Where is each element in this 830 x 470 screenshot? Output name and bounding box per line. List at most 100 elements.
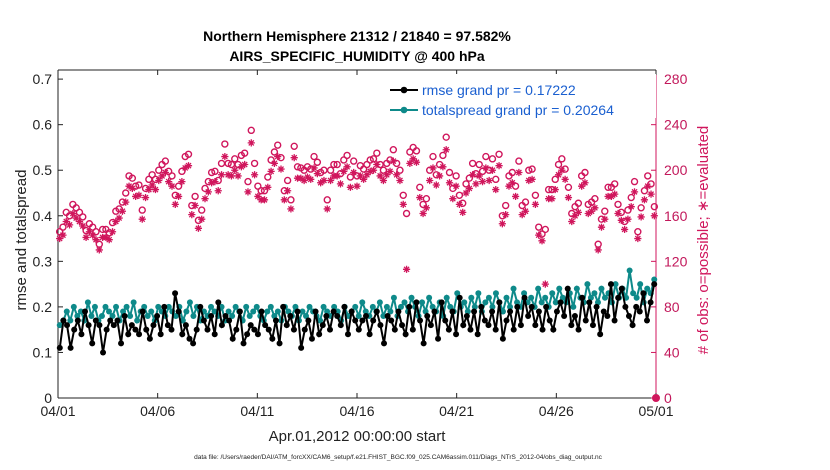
obs-possible-point [531, 191, 540, 199]
spread-point [148, 308, 155, 315]
obs-evaluated-point [574, 208, 582, 216]
obs-evaluated-point [85, 228, 93, 236]
rmse-point [471, 308, 478, 315]
obs-evaluated-point [614, 209, 622, 218]
rmse-point [499, 335, 506, 342]
rmse-point [532, 322, 539, 329]
obs-evaluated-point [250, 171, 259, 179]
obs-possible-point [122, 189, 130, 197]
rmse-point [604, 313, 611, 319]
obs-possible-point [224, 159, 232, 168]
obs-possible-point [155, 166, 163, 174]
obs-evaluated-point [158, 172, 166, 180]
spread-point [637, 281, 644, 288]
rmse-point [251, 326, 258, 333]
rmse-point [107, 317, 114, 324]
obs-evaluated-point [336, 180, 345, 188]
spread-point [573, 285, 580, 292]
rmse-point [456, 294, 463, 301]
rmse-point [636, 308, 643, 315]
obs-evaluated-point [422, 204, 430, 212]
obs-possible-point [217, 159, 226, 168]
spread-point [397, 303, 404, 310]
obs-evaluated-point [138, 215, 146, 223]
obs-evaluated-point [217, 171, 226, 179]
spread-point [626, 267, 633, 274]
rmse-point [121, 313, 128, 319]
spread-point [172, 313, 179, 319]
obs-evaluated-point [191, 201, 199, 210]
obs-evaluated-point [459, 208, 467, 216]
rmse-point [575, 326, 582, 333]
spread-point [471, 303, 478, 310]
x-tick-label: 05/01 [638, 403, 673, 419]
obs-evaluated-point [82, 233, 90, 242]
obs-evaluated-point [551, 185, 559, 194]
rmse-point [489, 308, 496, 315]
rmse-point [586, 299, 593, 306]
obs-evaluated-point [584, 209, 592, 218]
rmse-point [161, 303, 168, 310]
obs-possible-point [330, 160, 338, 169]
obs-evaluated-point [531, 200, 540, 208]
obs-evaluated-point [376, 172, 384, 180]
spread-point [447, 303, 454, 310]
obs-possible-point [373, 149, 381, 157]
obs-possible-point [551, 175, 559, 184]
obs-evaluated-point [442, 146, 450, 154]
obs-possible-point [574, 199, 583, 207]
obs-possible-point [168, 172, 176, 180]
rmse-point [298, 344, 305, 351]
rmse-point [258, 308, 265, 315]
obs-possible-point [389, 146, 398, 154]
obs-possible-point [544, 185, 553, 194]
spread-point [56, 322, 63, 329]
obs-possible-point [468, 159, 477, 168]
rmse-point [402, 331, 409, 338]
obs-evaluated-point [65, 221, 74, 229]
x-tick-label: 04/01 [40, 403, 75, 419]
rmse-point [427, 322, 434, 329]
obs-evaluated-point [62, 217, 70, 226]
obs-possible-point [630, 177, 639, 186]
rmse-point [546, 317, 553, 324]
x-tick-label: 04/26 [539, 403, 574, 419]
rmse-point [172, 290, 179, 297]
obs-possible-point [244, 177, 252, 186]
obs-possible-point [535, 223, 543, 231]
spread-point [570, 303, 577, 310]
y2-tick-label: 160 [664, 208, 688, 224]
spread-point [355, 313, 362, 319]
spread-point [633, 294, 640, 301]
spread-point [507, 303, 514, 310]
spread-point [510, 285, 517, 292]
spread-point [461, 299, 468, 306]
rmse-point [146, 335, 153, 342]
obs-evaluated-point [168, 182, 176, 190]
obs-evaluated-point [402, 265, 411, 273]
rmse-point [132, 326, 139, 333]
obs-evaluated-point [360, 175, 368, 183]
obs-evaluated-point [214, 187, 222, 195]
spread-point [250, 308, 257, 315]
rmse-point [197, 303, 204, 310]
obs-evaluated-point [178, 178, 186, 186]
obs-evaluated-point [148, 181, 156, 189]
rmse-point [78, 331, 85, 338]
rmse-point [305, 317, 312, 324]
rmse-point [615, 294, 622, 301]
rmse-point [467, 326, 474, 333]
spread-point [521, 290, 528, 297]
obs-evaluated-point [340, 167, 348, 175]
rmse-point [168, 326, 175, 333]
obs-possible-point [396, 166, 404, 174]
obs-possible-point [492, 175, 500, 184]
obs-evaluated-point [174, 192, 183, 201]
spread-point [591, 290, 598, 297]
rmse-point [290, 326, 297, 333]
rmse-point [366, 331, 373, 338]
obs-evaluated-point [498, 220, 506, 228]
obs-evaluated-point [221, 152, 229, 161]
obs-evaluated-point [89, 231, 97, 239]
